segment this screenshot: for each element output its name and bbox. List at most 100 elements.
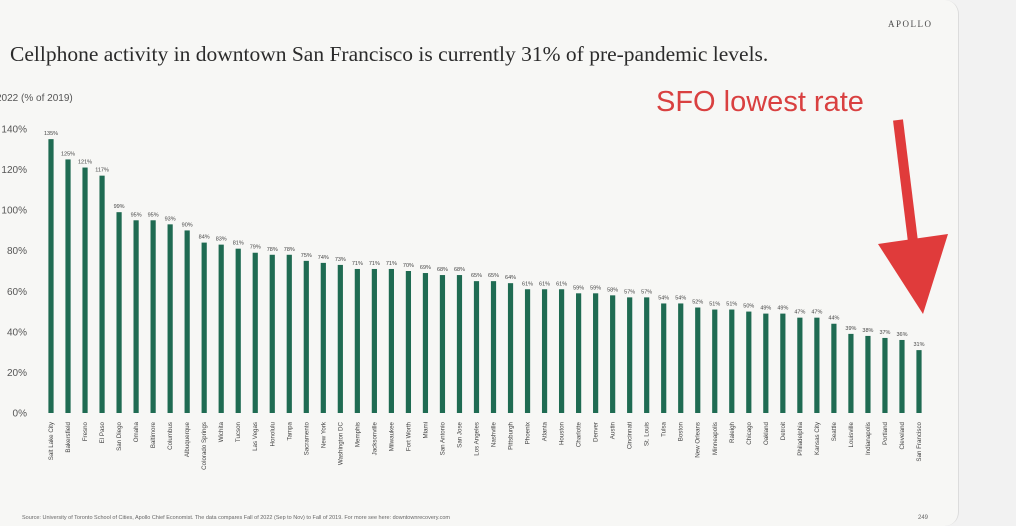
category-label: Columbus [167,422,174,450]
category-label: Honolulu [269,421,276,446]
bar [150,220,156,413]
bar [116,212,122,413]
category-label: Atlanta [542,421,549,441]
brand-logo-text: APOLLO [888,19,933,29]
bar-value-label: 47% [794,310,805,316]
bar-value-label: 31% [913,342,924,348]
y-tick-label: 20% [7,368,27,379]
bar [797,317,803,413]
category-label: Fresno [82,421,89,441]
bar-value-label: 54% [658,295,669,301]
bar [167,224,173,413]
annotation-arrow [878,119,948,314]
category-label: New York [320,421,327,448]
bar-value-label: 125% [61,151,75,157]
bar-value-label: 47% [811,310,822,316]
bars [48,139,922,413]
category-label: Milwaukee [388,421,395,451]
category-label: Raleigh [729,421,736,443]
bar-value-label: 95% [148,212,159,218]
category-label: Austin [610,421,617,439]
bar [678,303,684,413]
slide-card [958,0,959,526]
bar [576,293,582,413]
bar-value-label: 93% [165,216,176,222]
category-label: Cincinnati [627,422,634,449]
bar [354,268,360,413]
chart-title: Cellphone activity in downtown San Franc… [10,42,769,66]
bar [303,260,309,413]
category-label: Fort Worth [405,421,412,451]
bar [695,307,701,413]
category-label: Cleveland [899,421,906,449]
category-label: Jacksonville [371,421,378,455]
bar [814,317,820,413]
bar [610,295,616,413]
y-axis-label: 2022 (% of 2019) [0,93,73,104]
bar-value-label: 38% [862,328,873,334]
bar [82,167,88,413]
category-label: Colorado Springs [201,422,208,470]
bar-value-label: 135% [44,131,58,137]
category-label: Houston [559,421,566,445]
category-label: Oakland [763,421,770,445]
bar [661,303,667,413]
category-label: Las Vegas [252,422,259,451]
bar-value-label: 99% [114,204,125,210]
bar-value-label: 95% [131,212,142,218]
y-tick-label: 140% [1,125,27,136]
bar-value-label: 37% [879,330,890,336]
bar-value-label: 57% [641,289,652,295]
category-labels: Salt Lake City Bakersfield Fresno El Paso Sa… [48,421,923,470]
bar [405,271,412,413]
y-tick-label: 40% [7,327,27,338]
bar [473,281,480,413]
bar-value-label: 59% [573,285,584,291]
bar-value-label: 44% [828,316,839,322]
category-label: El Paso [99,421,106,443]
category-label: Boston [678,421,685,441]
category-label: Chicago [746,421,753,444]
bar-value-label: 73% [335,257,346,263]
bar [882,337,888,413]
bar-value-label: 79% [250,245,261,251]
category-label: Nashville [491,421,498,447]
category-label: Memphis [354,422,361,447]
category-label: Seattle [831,421,838,441]
bar [371,268,377,413]
y-tick-label: 100% [1,206,27,217]
category-label: Sacramento [303,421,310,455]
bar [490,281,497,413]
bar-value-label: 74% [318,255,329,261]
category-label: Phoenix [525,421,532,444]
page-number: 249 [918,515,929,521]
bar [48,139,54,413]
bar-value-label: 49% [760,306,771,312]
bar [746,311,752,413]
y-tick-label: 0% [13,409,28,420]
bar-value-label: 39% [845,326,856,332]
bar-value-label: 58% [607,287,618,293]
category-label: Wichita [218,421,225,442]
category-label: Charlotte [576,421,583,447]
footer-source: Source: University of Toronto School of … [22,515,450,521]
bar-value-label: 78% [267,247,278,253]
category-label: San Jose [456,421,463,447]
category-label: Pittsburgh [508,421,515,449]
bar [337,264,343,413]
bar [831,323,837,413]
bar [439,275,446,413]
bar [422,273,429,413]
bar [507,283,514,413]
bar [558,289,565,413]
bar [899,339,905,413]
bar-value-label: 65% [488,273,499,279]
bar-value-label: 50% [743,304,754,310]
arrow-head [878,234,948,314]
bar [524,289,531,413]
bar [865,335,871,413]
category-label: Denver [593,422,600,442]
category-label: Washington DC [337,421,344,465]
bar [763,313,769,413]
